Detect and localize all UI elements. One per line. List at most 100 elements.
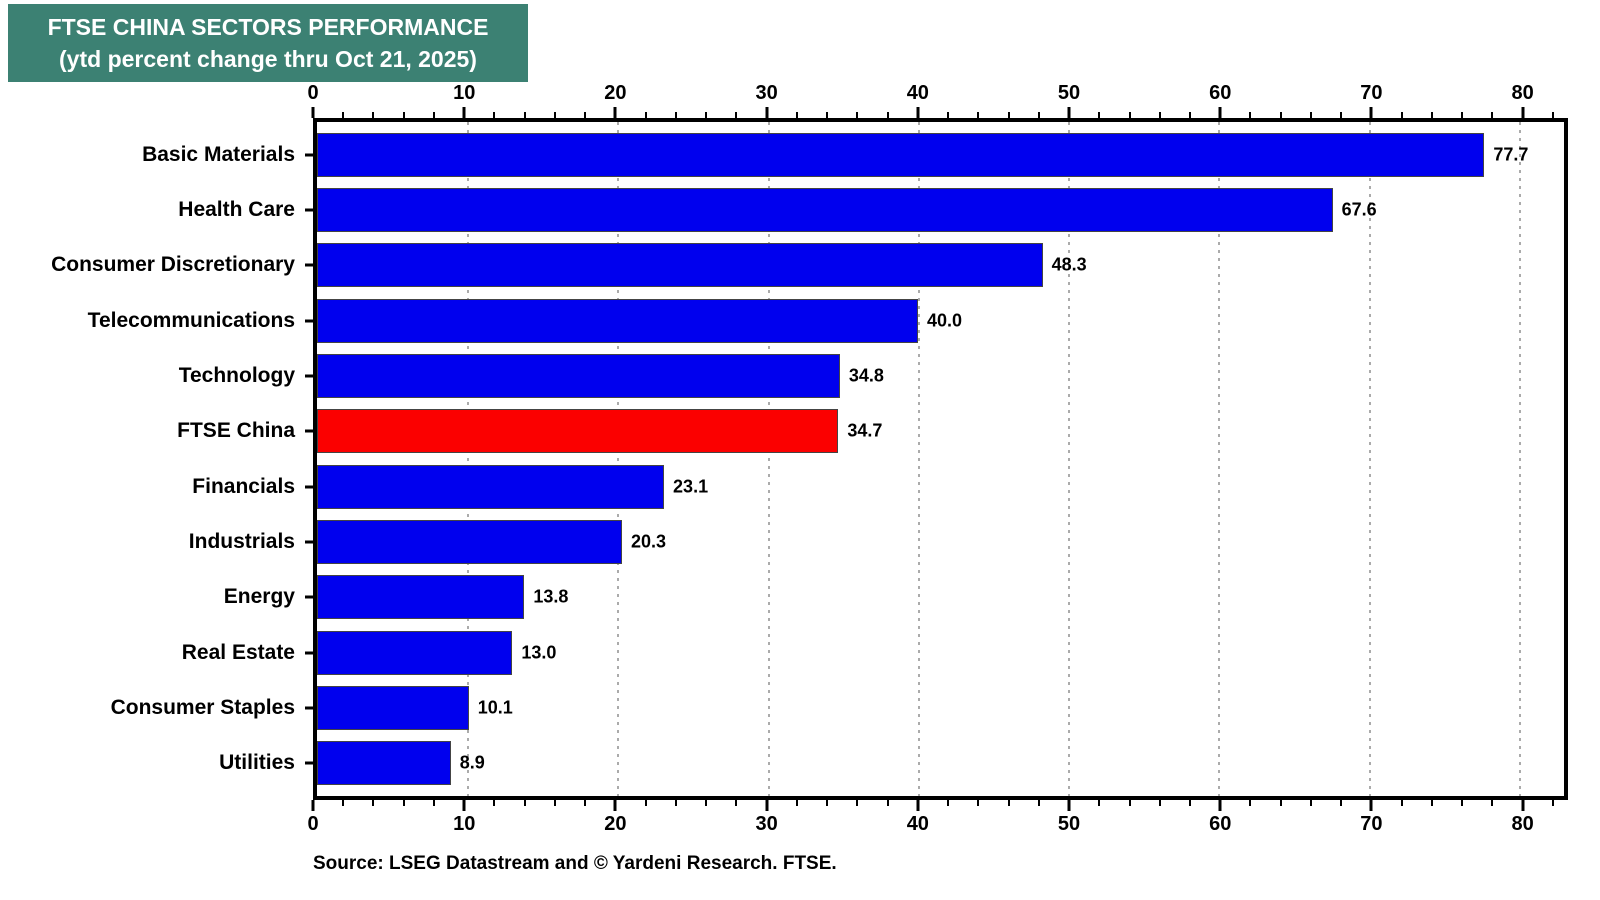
y-axis-tick [305,761,313,765]
axis-minor-tick [1249,800,1252,806]
axis-major-tick [1521,800,1525,811]
axis-minor-tick [886,112,889,118]
category-label: Financials [192,474,295,498]
value-label: 20.3 [630,531,667,552]
axis-tick-label: 40 [906,82,929,104]
axis-minor-tick [1400,112,1403,118]
y-axis-tick [305,263,313,267]
bar [317,464,665,509]
plot-area: Basic Materials 77.7 Health Care 67.6 Consum… [51,118,1568,800]
bar [317,685,469,730]
axis-major-tick [1369,800,1373,811]
bar-row: Telecommunications 40.0 [88,293,1564,348]
value-label: 13.0 [521,642,557,663]
bar [317,519,622,564]
y-axis-tick [305,153,313,157]
bar-row: Financials 23.1 [192,459,1564,514]
source-note: Source: LSEG Datastream and © Yardeni Re… [313,853,837,874]
axis-minor-tick [977,112,980,118]
axis-minor-tick [826,112,829,118]
axis-minor-tick [947,112,950,118]
axis-tick-label: 80 [1511,82,1534,104]
y-axis-tick [305,485,313,489]
axis-major-tick [462,800,466,811]
axis-minor-tick [342,112,345,118]
grid-line [1068,122,1071,796]
axis-tick-label: 70 [1360,82,1383,104]
chart-title-line2: (ytd percent change thru Oct 21, 2025) [59,46,477,72]
axis-minor-tick [1158,800,1161,806]
bar [317,132,1485,177]
axis-minor-tick [886,800,889,806]
axis-minor-tick [1158,112,1161,118]
axis-minor-tick [1551,800,1554,806]
axis-minor-tick [402,112,405,118]
axis-minor-tick [705,112,708,118]
axis-tick-label: 20 [604,82,627,104]
axis-major-tick [613,107,617,118]
chart-title-line1: FTSE CHINA SECTORS PERFORMANCE [47,14,489,40]
axis-minor-tick [1037,800,1040,806]
axis-minor-tick [1309,800,1312,806]
axis-minor-tick [1551,112,1554,118]
category-label: Health Care [178,197,295,221]
axis-minor-tick [644,800,647,806]
bar [317,243,1043,288]
x-axis-top: 0 10 20 30 40 50 60 70 80 [307,82,1568,118]
axis-minor-tick [735,800,738,806]
y-axis-tick [305,319,313,323]
axis-minor-tick [705,800,708,806]
axis-minor-tick [1037,112,1040,118]
bar-row: Technology 34.8 [179,348,1564,403]
value-label: 8.9 [459,752,485,773]
y-axis-tick [305,595,313,599]
axis-minor-tick [1188,112,1191,118]
bar-row: Energy 13.8 [224,570,1564,625]
bar-row: Consumer Discretionary 48.3 [51,238,1564,293]
axis-tick-label: 50 [1057,82,1081,104]
axis-tick-label: 80 [1511,813,1534,835]
axis-minor-tick [584,112,587,118]
value-label: 77.7 [1493,144,1529,165]
axis-tick-label: 10 [453,813,476,835]
bar-row: Health Care 67.6 [178,182,1564,237]
axis-major-tick [1521,107,1525,118]
axis-minor-tick [1007,112,1010,118]
axis-tick-label: 60 [1209,813,1232,835]
y-axis-tick [305,540,313,544]
bar [317,630,513,675]
category-label: Consumer Staples [110,695,295,719]
value-label: 40.0 [926,310,962,331]
axis-minor-tick [1400,800,1403,806]
axis-minor-tick [1098,112,1101,118]
bar [317,353,840,398]
value-label: 34.7 [847,420,883,441]
axis-minor-tick [372,800,375,806]
axis-tick-label: 30 [755,813,778,835]
grid-line [617,122,620,796]
axis-minor-tick [947,800,950,806]
bar-row: Industrials 20.3 [189,514,1564,569]
category-label: Telecommunications [87,308,295,332]
axis-minor-tick [674,800,677,806]
axis-tick-label: 10 [453,82,476,104]
axis-tick-label: 0 [307,82,319,104]
axis-minor-tick [372,112,375,118]
bar [317,575,525,620]
axis-major-tick [1369,107,1373,118]
axis-major-tick [613,800,617,811]
bar [317,409,839,454]
y-axis-tick [305,429,313,433]
axis-minor-tick [1340,800,1343,806]
axis-minor-tick [342,800,345,806]
axis-minor-tick [493,800,496,806]
axis-major-tick [765,800,769,811]
bar [317,741,451,786]
axis-minor-tick [402,800,405,806]
chart-title-box: FTSE CHINA SECTORS PERFORMANCE (ytd perc… [8,4,528,82]
bar-row: Basic Materials 77.7 [142,127,1564,182]
axis-minor-tick [1128,112,1131,118]
value-label: 23.1 [673,476,709,497]
axis-minor-tick [826,800,829,806]
bar-rows: Basic Materials 77.7 Health Care 67.6 Consum… [51,122,1564,796]
